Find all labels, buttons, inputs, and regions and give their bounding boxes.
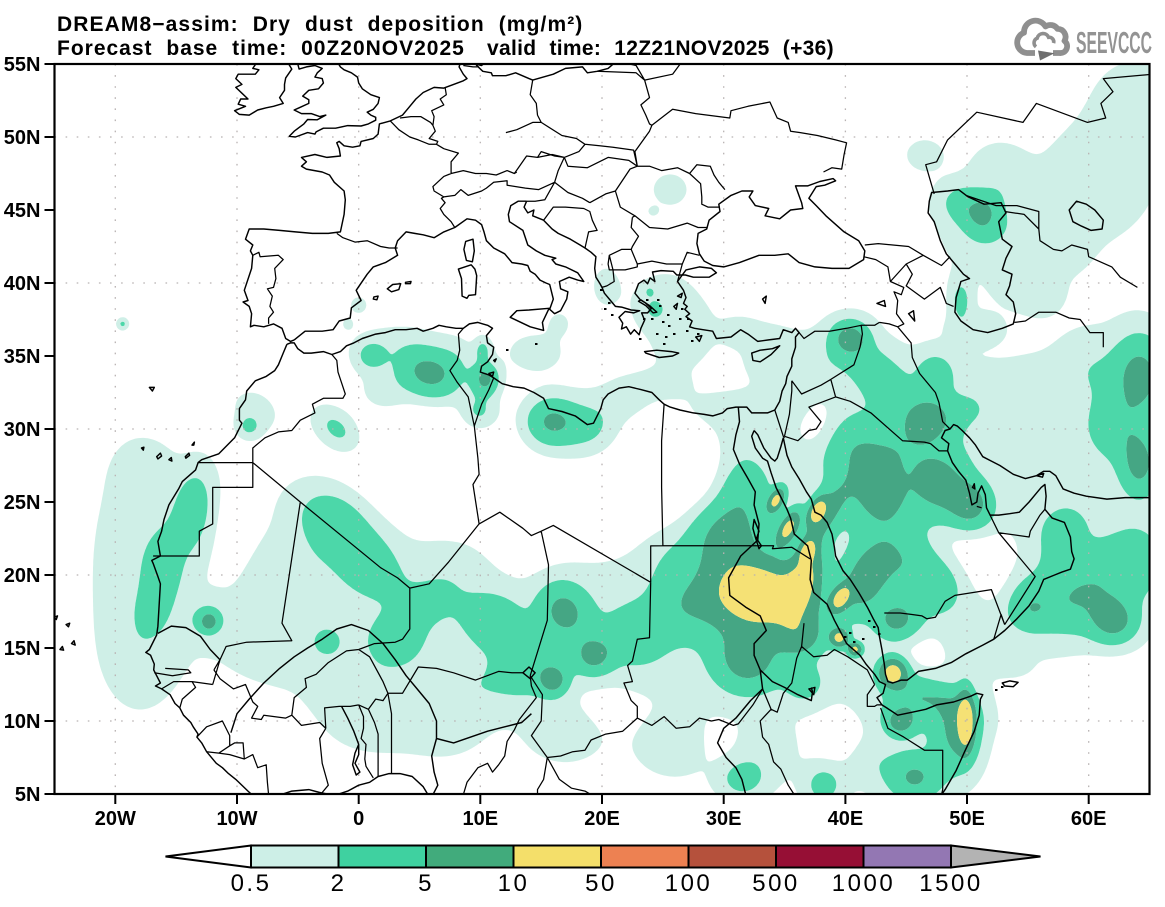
svg-text:Forecast base time: 00Z20NOV20: Forecast base time: 00Z20NOV2025: [57, 37, 465, 60]
svg-text:45N: 45N: [4, 200, 41, 222]
svg-text:15N: 15N: [4, 638, 41, 660]
svg-text:100: 100: [665, 870, 713, 897]
svg-text:20W: 20W: [95, 808, 136, 830]
svg-text:55N: 55N: [4, 54, 41, 76]
svg-text:35N: 35N: [4, 346, 41, 368]
svg-text:40N: 40N: [4, 273, 41, 295]
svg-text:0.5: 0.5: [231, 870, 272, 897]
svg-text:5N: 5N: [15, 784, 41, 806]
svg-text:50N: 50N: [4, 127, 41, 149]
svg-text:10N: 10N: [4, 711, 41, 733]
svg-text:SEEVCCC: SEEVCCC: [1076, 25, 1152, 60]
svg-text:20E: 20E: [584, 808, 620, 830]
svg-text:0: 0: [353, 808, 364, 830]
svg-text:50: 50: [585, 870, 617, 897]
svg-text:10: 10: [498, 870, 530, 897]
svg-text:30N: 30N: [4, 419, 41, 441]
svg-text:10W: 10W: [216, 808, 257, 830]
svg-text:1000: 1000: [832, 870, 895, 897]
svg-text:50E: 50E: [949, 808, 985, 830]
svg-text:25N: 25N: [4, 492, 41, 514]
svg-text:30E: 30E: [706, 808, 742, 830]
svg-text:2: 2: [331, 870, 347, 897]
svg-text:60E: 60E: [1071, 808, 1107, 830]
svg-text:1500: 1500: [919, 870, 982, 897]
svg-text:40E: 40E: [828, 808, 864, 830]
svg-text:20N: 20N: [4, 565, 41, 587]
svg-text:500: 500: [752, 870, 800, 897]
svg-text:5: 5: [418, 870, 434, 897]
svg-text:10E: 10E: [463, 808, 499, 830]
svg-text:valid time: 12Z21NOV2025 (+36): valid time: 12Z21NOV2025 (+36): [487, 37, 834, 60]
svg-text:DREAM8−assim: Dry dust deposit: DREAM8−assim: Dry dust deposition (mg/m²…: [57, 13, 583, 36]
